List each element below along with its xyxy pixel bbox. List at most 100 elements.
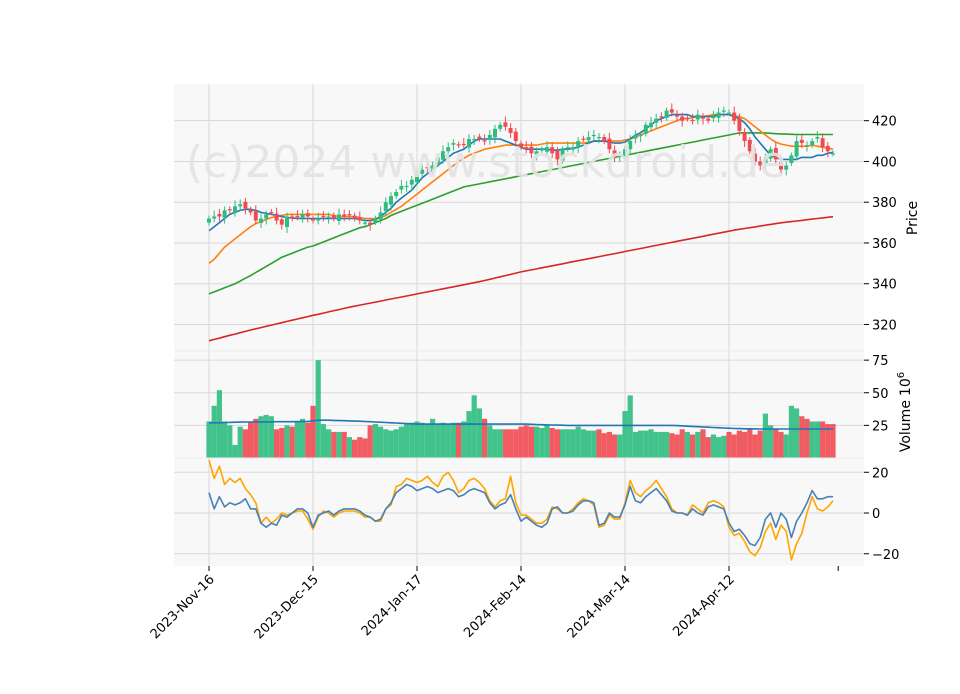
volume-bar-11 [263, 414, 269, 458]
candle-body-74 [591, 134, 596, 137]
candle-body-41 [420, 169, 425, 174]
volume-bar-39 [409, 422, 415, 458]
volume-bar-42 [424, 424, 430, 458]
volume-bar-22 [320, 424, 326, 458]
volume-bar-26 [341, 431, 347, 458]
volume-bar-83 [638, 430, 644, 458]
volume-bar-86 [653, 431, 659, 458]
candle-body-105 [753, 153, 757, 162]
candle-body-39 [409, 179, 414, 185]
volume-bar-7 [242, 429, 248, 458]
candle-body-35 [389, 196, 393, 205]
candle-body-44 [435, 157, 440, 165]
volume-bar-77 [606, 431, 612, 458]
candle-body-85 [649, 122, 653, 128]
candle-body-0 [207, 218, 211, 223]
candle-body-93 [690, 119, 695, 122]
volume-bar-74 [591, 430, 597, 458]
candle-body-92 [685, 118, 690, 120]
candle-body-2 [217, 214, 222, 217]
volume-bar-78 [612, 434, 618, 458]
volume-bar-48 [456, 422, 462, 458]
candle-body-80 [623, 149, 627, 158]
volume-bar-37 [398, 426, 404, 458]
candle-body-37 [399, 185, 404, 190]
candle-body-79 [617, 155, 622, 157]
candle-body-13 [274, 213, 279, 221]
candle-body-110 [779, 161, 783, 170]
volume-bar-49 [461, 421, 467, 458]
volume-bar-18 [300, 418, 306, 458]
volume-axis-label-exp: 6 [896, 372, 907, 378]
candle-body-61 [524, 147, 529, 150]
volume-bar-106 [757, 430, 763, 458]
price-panel-ytick-label-4: 400 [872, 155, 897, 170]
volume-bar-16 [289, 426, 295, 458]
candle-body-65 [545, 147, 549, 152]
candle-body-102 [737, 118, 742, 131]
candle-body-64 [539, 149, 544, 151]
volume-bar-70 [570, 429, 576, 458]
volume-bar-98 [716, 437, 722, 458]
volume-bar-9 [253, 418, 259, 458]
volume-bar-2 [216, 390, 222, 458]
volume-bar-112 [788, 405, 794, 458]
volume-bar-104 [747, 429, 753, 458]
volume-bar-66 [549, 427, 555, 458]
volume-average-line [209, 419, 833, 430]
volume-bar-91 [679, 429, 685, 458]
candle-body-91 [680, 116, 685, 121]
volume-bar-92 [684, 431, 690, 458]
candle-body-36 [394, 192, 399, 197]
candle-body-48 [456, 144, 461, 146]
volume-bar-108 [768, 425, 774, 458]
candle-body-12 [269, 211, 274, 214]
candle-body-81 [628, 141, 633, 150]
candle-body-67 [555, 150, 560, 160]
volume-bar-80 [622, 411, 628, 458]
candle-body-17 [295, 216, 300, 218]
candle-body-49 [461, 143, 466, 146]
volume-panel-ytick-label-1: 50 [872, 387, 889, 402]
volume-bar-103 [742, 431, 748, 458]
volume-bar-35 [388, 430, 394, 458]
volume-bar-99 [721, 435, 727, 458]
candle-body-101 [732, 112, 737, 121]
candle-body-89 [669, 109, 674, 113]
volume-bar-21 [315, 360, 321, 458]
candle-body-19 [305, 213, 310, 217]
candle-body-45 [441, 151, 445, 160]
candle-body-24 [331, 215, 336, 219]
candle-body-100 [727, 112, 731, 114]
volume-bar-59 [513, 429, 519, 458]
volume-bar-46 [445, 424, 451, 458]
candle-body-15 [285, 216, 289, 228]
volume-bar-115 [804, 418, 810, 458]
candle-body-53 [482, 140, 487, 142]
volume-bar-36 [393, 429, 399, 458]
candle-body-88 [664, 110, 669, 118]
candle-body-50 [467, 139, 471, 148]
candle-body-72 [581, 138, 586, 140]
candle-body-96 [706, 118, 711, 121]
candle-body-82 [633, 134, 638, 139]
candle-body-60 [519, 143, 523, 148]
candle-body-26 [342, 214, 347, 217]
candle-body-115 [805, 145, 809, 147]
volume-bar-107 [762, 413, 768, 458]
candle-body-31 [368, 222, 373, 225]
candle-body-58 [508, 128, 513, 133]
volume-bar-29 [357, 437, 363, 458]
candle-body-21 [316, 218, 321, 221]
volume-bar-10 [258, 416, 264, 458]
candle-body-68 [560, 149, 565, 161]
volume-bar-111 [783, 434, 789, 458]
volume-bar-93 [690, 434, 696, 458]
candle-body-75 [597, 136, 601, 139]
candle-body-23 [326, 216, 331, 218]
candle-body-107 [763, 157, 768, 164]
volume-bar-119 [825, 424, 831, 458]
ma-long-line [208, 132, 833, 295]
volume-bar-33 [378, 426, 384, 458]
